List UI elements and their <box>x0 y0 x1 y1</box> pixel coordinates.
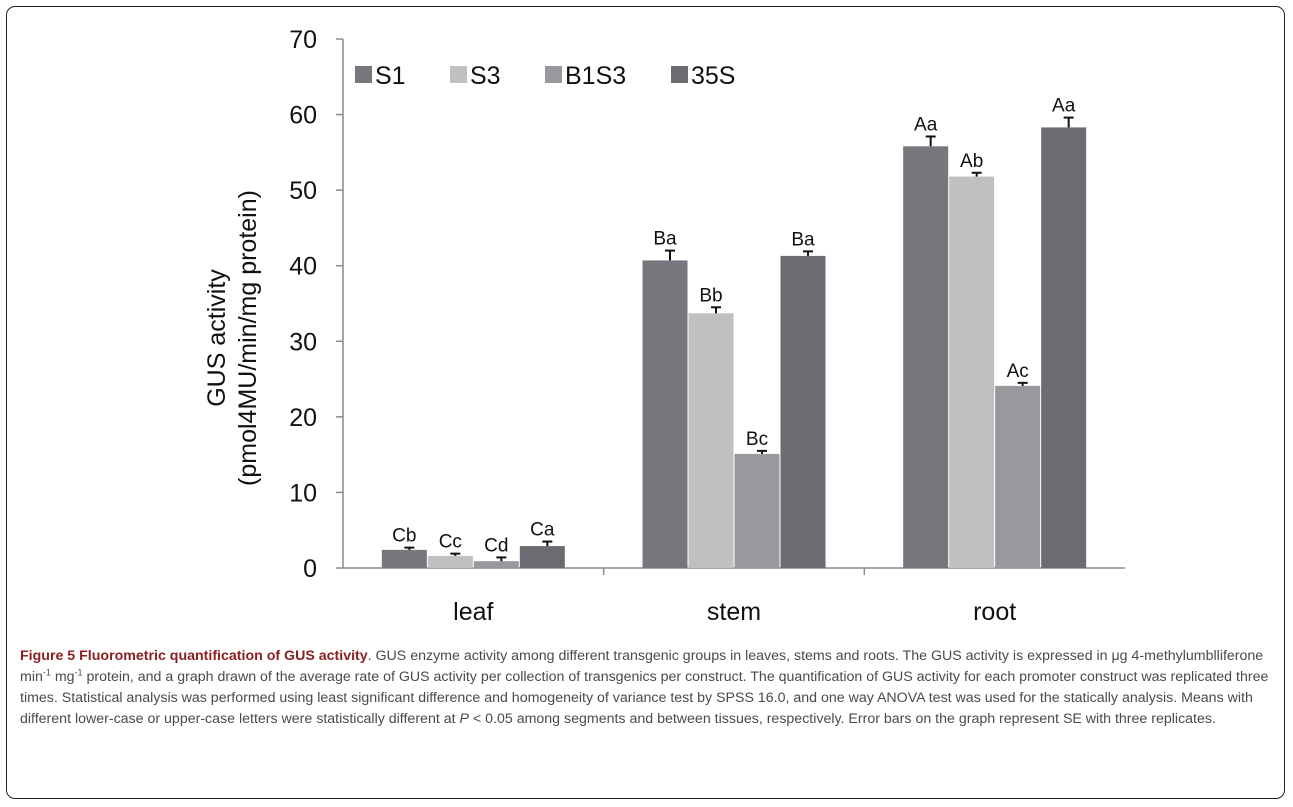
y-tick-label: 70 <box>289 26 317 54</box>
x-tick-label: stem <box>707 598 761 626</box>
bar <box>473 561 519 568</box>
y-tick-label: 50 <box>289 177 317 205</box>
data-label: Ba <box>791 229 815 250</box>
caption-text: < 0.05 among segments and between tissue… <box>468 711 1216 727</box>
data-label: Cc <box>439 532 462 553</box>
figure-caption: Figure 5 Fluorometric quantification of … <box>20 646 1275 730</box>
bar <box>995 385 1041 568</box>
chart-bars: Cb Cc Cd Ca Ba Bb Bc Ba Aa Ab Ac Aa <box>381 96 1087 569</box>
bar <box>903 146 949 568</box>
legend-swatch <box>545 66 562 83</box>
caption-superscript: -1 <box>74 667 83 678</box>
bar <box>519 546 565 568</box>
legend-label: S1 <box>375 62 406 90</box>
bar <box>734 453 780 568</box>
data-label: Aa <box>1052 96 1076 117</box>
data-label: Cd <box>484 535 508 556</box>
x-tick-label: leaf <box>453 598 493 626</box>
legend-swatch <box>671 66 688 83</box>
bar <box>381 549 427 568</box>
data-label: Ba <box>653 229 677 250</box>
data-label: Ca <box>530 520 555 541</box>
bar <box>642 260 688 568</box>
y-tick-label: 30 <box>289 328 317 356</box>
bar <box>780 255 826 568</box>
y-tick-label: 0 <box>303 555 317 583</box>
y-tick-label: 60 <box>289 102 317 130</box>
legend-label: S3 <box>470 62 501 90</box>
bar-chart: 0 10 20 30 40 50 60 70 leaf stem root Cb Cc Cd Ca Ba Bb… <box>203 26 1125 626</box>
caption-title: Figure 5 Fluorometric quantification of … <box>20 648 368 664</box>
y-tick-label: 40 <box>289 253 317 281</box>
caption-text: . GUS enzyme activity among different tr… <box>20 648 1264 685</box>
y-axis-label: GUS activity <box>203 269 231 407</box>
legend-label: B1S3 <box>565 62 626 90</box>
caption-superscript: -1 <box>42 667 51 678</box>
caption-text: protein, and a graph drawn of the averag… <box>20 669 1269 727</box>
bar <box>427 555 473 568</box>
data-label: Cb <box>392 526 416 547</box>
chart-legend: S1 S3 B1S3 35S <box>355 62 735 90</box>
legend-label: 35S <box>691 62 735 90</box>
chart-axes: 0 10 20 30 40 50 60 70 leaf stem root <box>289 26 1125 626</box>
legend-swatch <box>450 66 467 83</box>
data-label: Bb <box>699 285 722 306</box>
data-label: Bc <box>746 429 768 450</box>
caption-p-symbol: P <box>459 711 469 727</box>
data-label: Ab <box>960 151 983 172</box>
x-tick-label: root <box>973 598 1016 626</box>
bar <box>949 176 995 569</box>
legend-swatch <box>355 66 372 83</box>
data-label: Aa <box>914 114 938 135</box>
bar <box>688 313 734 568</box>
y-tick-label: 10 <box>289 479 317 507</box>
bar <box>1041 127 1087 568</box>
caption-text: mg <box>50 669 75 685</box>
data-label: Ac <box>1007 361 1029 382</box>
figure-frame <box>6 6 1285 799</box>
y-axis-label-units: (pmol4MU/min/mg protein) <box>234 190 262 486</box>
y-tick-label: 20 <box>289 404 317 432</box>
